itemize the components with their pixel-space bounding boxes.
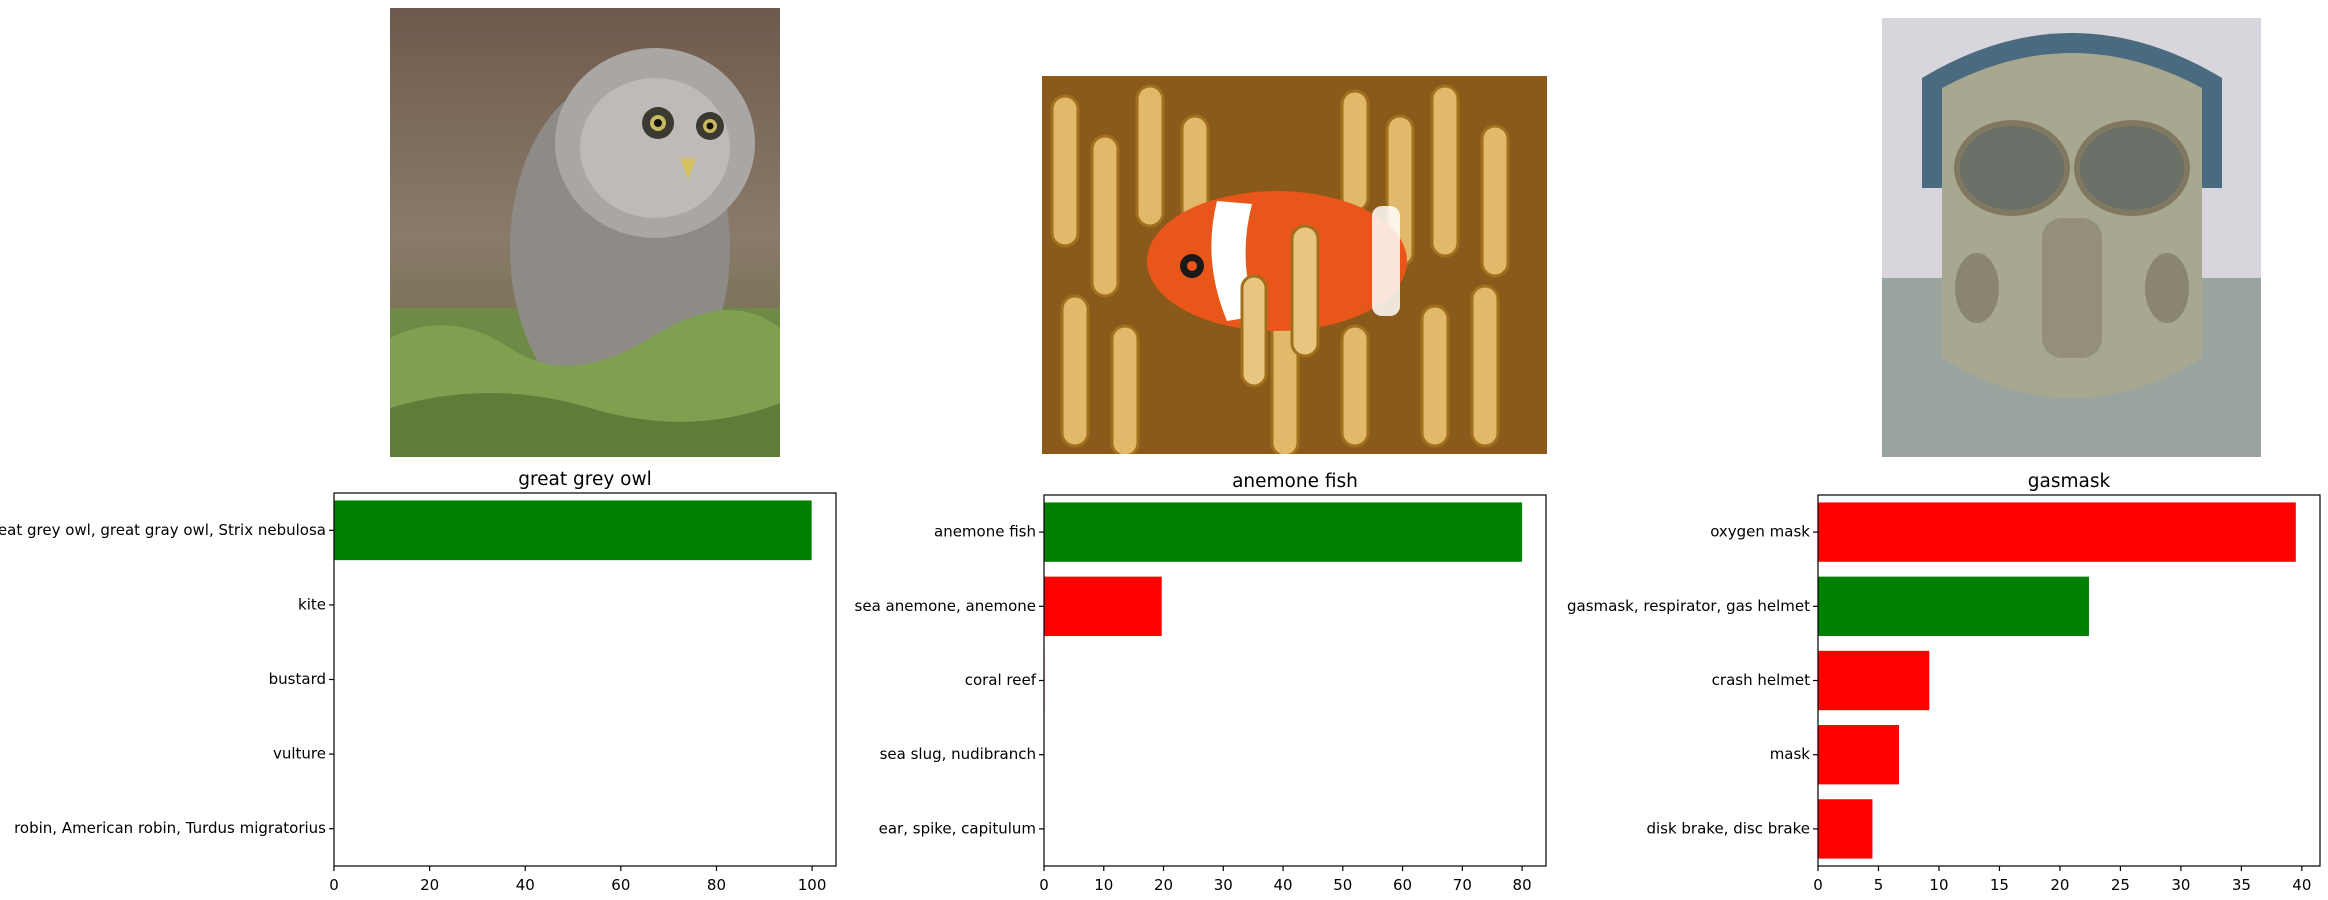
category-label: sea anemone, anemone bbox=[855, 597, 1036, 615]
x-tick-label: 30 bbox=[1214, 876, 1233, 894]
x-tick-label: 0 bbox=[329, 876, 339, 894]
x-tick-label: 60 bbox=[611, 876, 630, 894]
x-tick-label: 70 bbox=[1453, 876, 1472, 894]
x-tick-label: 15 bbox=[1990, 876, 2009, 894]
bar bbox=[1818, 725, 1900, 785]
category-label: coral reef bbox=[965, 671, 1037, 689]
bar bbox=[1818, 799, 1873, 859]
plot-frame bbox=[1817, 494, 2321, 867]
category-label: crash helmet bbox=[1712, 671, 1810, 689]
category-label: disk brake, disc brake bbox=[1646, 819, 1810, 837]
x-tick-label: 20 bbox=[1154, 876, 1173, 894]
bar bbox=[1818, 650, 1930, 711]
clownfish-photo bbox=[1042, 76, 1547, 454]
plot-frame bbox=[1043, 494, 1547, 867]
x-tick-label: 30 bbox=[2171, 876, 2190, 894]
bar bbox=[1044, 576, 1162, 636]
x-tick-label: 20 bbox=[2050, 876, 2069, 894]
x-tick-label: 80 bbox=[707, 876, 726, 894]
chart-title: gasmask bbox=[2028, 471, 2111, 492]
owl-photo bbox=[390, 8, 780, 457]
category-label: kite bbox=[298, 595, 326, 613]
category-label: ear, spike, capitulum bbox=[879, 819, 1036, 837]
x-tick-label: 40 bbox=[1274, 876, 1293, 894]
x-tick-label: 0 bbox=[1039, 876, 1049, 894]
bar bbox=[1818, 502, 2296, 562]
x-tick-label: 10 bbox=[1094, 876, 1113, 894]
x-tick-label: 5 bbox=[1874, 876, 1884, 894]
category-label: mask bbox=[1770, 745, 1811, 763]
chart-title: anemone fish bbox=[1232, 471, 1358, 492]
bar bbox=[1044, 502, 1523, 562]
bar bbox=[1818, 576, 2089, 636]
x-tick-label: 0 bbox=[1813, 876, 1823, 894]
category-label: sea slug, nudibranch bbox=[880, 745, 1036, 763]
gasmask-photo bbox=[1882, 18, 2261, 457]
category-label: robin, American robin, Turdus migratoriu… bbox=[14, 819, 326, 837]
x-tick-label: 20 bbox=[420, 876, 439, 894]
x-tick-label: 50 bbox=[1333, 876, 1352, 894]
category-label: anemone fish bbox=[934, 523, 1036, 541]
category-label: vulture bbox=[273, 745, 326, 763]
x-tick-label: 40 bbox=[516, 876, 535, 894]
x-tick-label: 100 bbox=[798, 876, 827, 894]
x-tick-label: 35 bbox=[2232, 876, 2251, 894]
x-tick-label: 25 bbox=[2111, 876, 2130, 894]
chart-title: great grey owl bbox=[518, 469, 652, 490]
plot-frame bbox=[333, 492, 837, 867]
x-tick-label: 10 bbox=[1929, 876, 1948, 894]
x-tick-label: 40 bbox=[2292, 876, 2311, 894]
bar bbox=[334, 500, 812, 561]
category-label: bustard bbox=[269, 670, 326, 688]
category-label: gasmask, respirator, gas helmet bbox=[1567, 597, 1810, 615]
x-tick-label: 80 bbox=[1513, 876, 1532, 894]
category-label: great grey owl, great gray owl, Strix ne… bbox=[0, 521, 326, 539]
x-tick-label: 60 bbox=[1393, 876, 1412, 894]
category-label: oxygen mask bbox=[1710, 523, 1810, 541]
